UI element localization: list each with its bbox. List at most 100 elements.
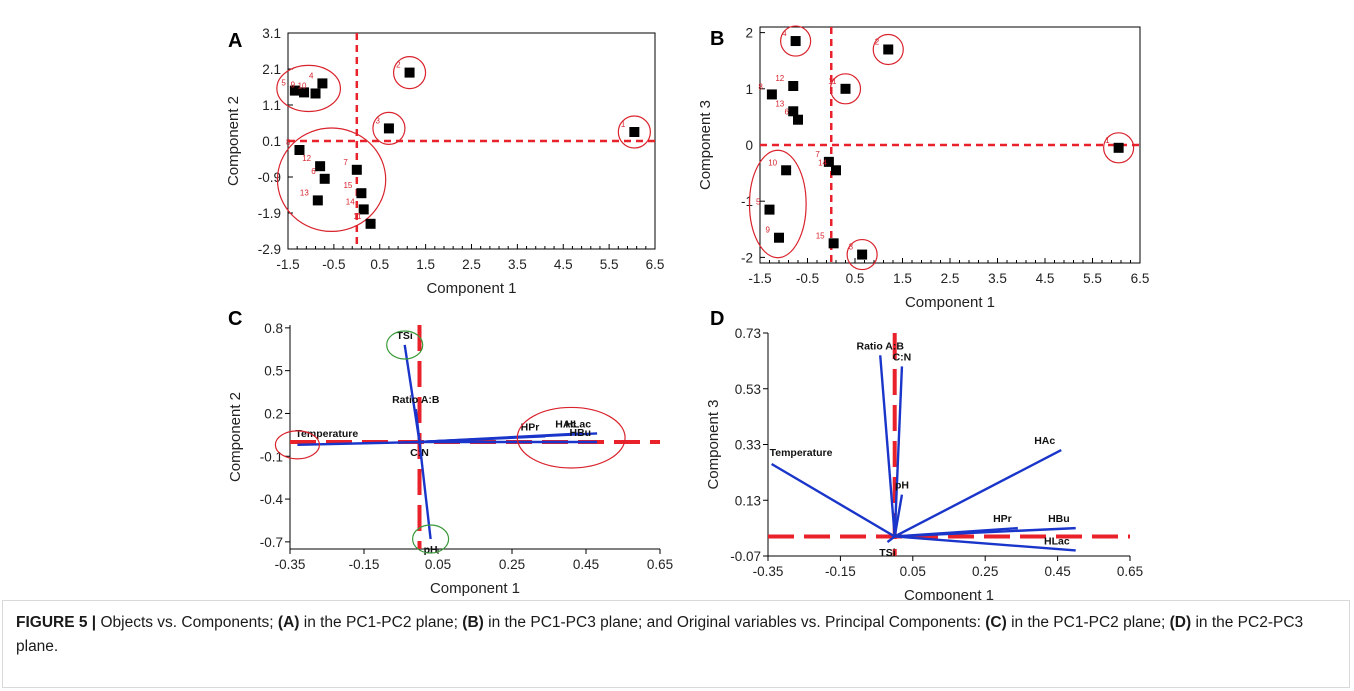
point-label: 14 [818, 158, 827, 167]
panel-letter-d: D [710, 308, 724, 330]
point-label: 1 [621, 120, 626, 129]
x-tick-label: 0.45 [1044, 564, 1070, 579]
y-tick-label: 0.73 [735, 326, 761, 341]
y-tick-label: 0 [745, 138, 753, 153]
loading-vector [886, 535, 896, 544]
caption-text: Objects vs. Components; (A) in the PC1-P… [16, 614, 1303, 655]
cluster-ellipse [372, 111, 406, 145]
loading-vector [297, 440, 420, 447]
y-axis-label: Component 2 [227, 392, 244, 482]
caption-frame [2, 600, 1350, 688]
point-label: 15 [816, 231, 825, 240]
y-tick-label: -0.9 [258, 170, 281, 185]
panel-a: A -1.5 -0.5 0.5 1.5 2.5 3.5 4.5 5.5 6.5 3.1 2.1 1.1 0… [225, 26, 664, 297]
vector-label: TSi [397, 330, 413, 342]
y-tick-label: -1.9 [258, 206, 281, 221]
cluster-ellipse [276, 127, 387, 233]
vector-label: HAc [1034, 435, 1055, 447]
scatter-point [788, 106, 799, 117]
point-label: 11 [353, 212, 362, 221]
cluster-ellipse [392, 55, 427, 90]
caption-run-2: in the PC1-PC2 plane; [299, 614, 463, 631]
x-axis-label: Component 1 [430, 580, 520, 597]
x-tick-label: 1.5 [416, 257, 435, 272]
caption-run-4: in the PC1-PC3 plane; and Original varia… [483, 614, 986, 631]
point-label: 8 [286, 138, 291, 147]
loading-vector [894, 449, 1062, 538]
x-tick-label: 1.5 [893, 271, 912, 286]
x-tick-label: 3.5 [508, 257, 527, 272]
point-label: 8 [758, 82, 763, 91]
x-tick-label: -0.35 [275, 557, 306, 572]
vector-label: Temperature [770, 447, 833, 459]
scatter-point [764, 204, 775, 215]
scatter-point [317, 78, 328, 89]
x-tick-label: -0.35 [753, 564, 784, 579]
vector-label: Temperature [295, 428, 358, 440]
vector-label: HPr [993, 513, 1012, 525]
x-tick-label: -0.5 [796, 271, 819, 286]
panel-b: B-1.5 -0.5 0.5 1.5 2.5 3.5 4.5 5.5 6.5210-1-2Com… [697, 25, 1150, 311]
scatter-point [629, 127, 640, 137]
panel-d: D -0.35 -0.15 0.05 0.25 0.45 0.65 0.73 0.53 0.33 0… [705, 308, 1143, 600]
x-tick-label: 5.5 [1083, 271, 1102, 286]
scatter-point [312, 195, 323, 206]
scatter-point [404, 67, 415, 78]
cluster-ellipse [872, 33, 904, 66]
caption-run-5: (C) [985, 614, 1007, 631]
x-tick-label: -1.5 [748, 271, 771, 286]
point-label: 7 [815, 150, 820, 159]
scatter-point [781, 165, 792, 176]
vector-label: HBu [570, 427, 592, 439]
x-tick-label: 0.45 [573, 557, 599, 572]
scatter-point [883, 44, 894, 55]
scatter-point [358, 204, 369, 215]
scatter-point [356, 188, 367, 199]
vector-label: HAc [555, 418, 576, 430]
caption-label: FIGURE 5 | [16, 614, 97, 631]
vector-label: HBu [1048, 513, 1070, 525]
scatter-point [319, 173, 330, 184]
y-axis-label: Component 2 [225, 96, 242, 186]
x-tick-label: 0.05 [900, 564, 926, 579]
x-tick-label: 6.5 [1131, 271, 1150, 286]
point-label: 10 [298, 81, 307, 90]
point-label: 11 [828, 77, 837, 86]
x-tick-label: 3.5 [988, 271, 1007, 286]
scatter-point [840, 83, 851, 94]
point-label: 9 [766, 226, 771, 235]
x-tick-label: -1.5 [276, 257, 299, 272]
caption-run-0: Objects vs. Components; [96, 614, 278, 631]
highlight-ellipse [274, 430, 320, 460]
y-tick-label: -1 [741, 194, 753, 209]
scatter-point [823, 156, 834, 167]
highlight-ellipse [516, 406, 626, 469]
caption-run-1: (A) [277, 614, 300, 631]
vector-label: pH [895, 480, 909, 492]
scatter-point [1113, 142, 1124, 153]
cluster-ellipse [1103, 132, 1135, 164]
vector-label: HLac [1044, 535, 1070, 547]
vector-label: TSi [879, 547, 895, 559]
point-label: 1 [1105, 136, 1110, 145]
point-label: 5 [281, 79, 286, 88]
scatter-point [315, 161, 326, 172]
scatter-point [294, 145, 305, 155]
x-tick-label: 5.5 [600, 257, 619, 272]
point-label: 10 [768, 158, 777, 167]
x-tick-label: 0.65 [647, 557, 673, 572]
x-tick-label: 0.5 [370, 257, 389, 272]
y-tick-label: -0.7 [260, 535, 283, 550]
x-tick-label: -0.15 [825, 564, 856, 579]
highlight-ellipse [412, 524, 450, 554]
point-label: 6 [311, 167, 316, 176]
loading-vector [879, 355, 896, 537]
x-axis-label: Component 1 [905, 294, 995, 311]
vector-label: pH [424, 544, 438, 556]
y-tick-label: 3.1 [262, 26, 281, 41]
vector-label: HPr [521, 421, 540, 433]
cluster-ellipse [846, 238, 878, 271]
scatter-point [351, 164, 362, 175]
point-label: 5 [756, 198, 761, 207]
y-tick-label: 0.33 [735, 438, 761, 453]
